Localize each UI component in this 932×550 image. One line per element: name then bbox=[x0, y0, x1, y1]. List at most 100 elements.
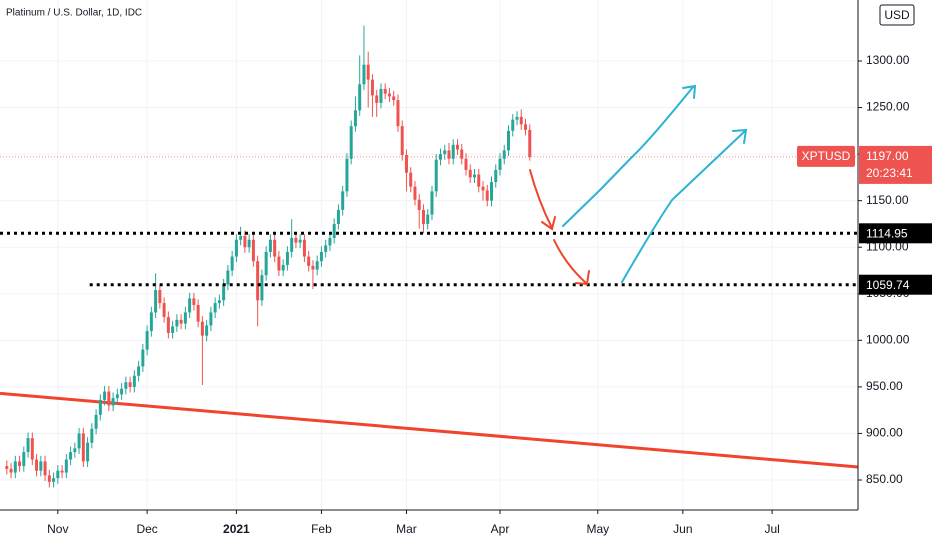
arrow-head bbox=[541, 216, 556, 231]
candle-body bbox=[137, 366, 141, 376]
candle-body bbox=[188, 298, 192, 313]
candle-body bbox=[285, 251, 289, 265]
candle-body bbox=[115, 394, 119, 399]
y-tick-label: 1150.00 bbox=[866, 193, 909, 207]
x-tick-label: 2021 bbox=[223, 522, 250, 536]
candle-body bbox=[302, 239, 306, 257]
candle-body bbox=[370, 79, 374, 96]
candle-body bbox=[319, 251, 323, 262]
candle-body bbox=[18, 461, 22, 467]
x-tick-label: Jun bbox=[673, 522, 692, 536]
candle-body bbox=[120, 388, 124, 395]
symbol-box bbox=[797, 145, 855, 167]
candle-body bbox=[353, 110, 357, 127]
candle-body bbox=[162, 303, 166, 318]
candle-body bbox=[502, 150, 506, 159]
candle-body bbox=[498, 158, 502, 170]
candle-body bbox=[200, 321, 204, 336]
x-tick-label: Feb bbox=[311, 522, 332, 536]
candle-body bbox=[324, 245, 328, 252]
level-label-box bbox=[859, 223, 932, 244]
candle-body bbox=[247, 239, 251, 248]
candle-body bbox=[524, 124, 528, 130]
arrow bbox=[562, 86, 694, 227]
candle-body bbox=[366, 64, 370, 80]
candle-body bbox=[430, 191, 434, 215]
candle-body bbox=[179, 319, 183, 324]
arrow bbox=[621, 130, 746, 283]
candle-body bbox=[13, 461, 17, 473]
candle-body bbox=[98, 399, 102, 415]
candle-body bbox=[515, 116, 519, 120]
candle-body bbox=[417, 199, 421, 210]
candle-body bbox=[226, 270, 230, 285]
candle-body bbox=[158, 290, 162, 304]
candle-body bbox=[332, 223, 336, 238]
candle-body bbox=[47, 475, 51, 482]
candle-body bbox=[171, 326, 175, 333]
candle-body bbox=[43, 461, 47, 476]
candle-body bbox=[481, 186, 485, 191]
candle-body bbox=[132, 375, 136, 387]
candle-body bbox=[383, 88, 387, 94]
candle-body bbox=[56, 470, 60, 479]
candle-body bbox=[213, 303, 217, 313]
candle-body bbox=[519, 116, 523, 125]
candle-body bbox=[260, 275, 264, 301]
arrow-head bbox=[575, 270, 590, 286]
candle-body bbox=[375, 95, 379, 103]
candle-body bbox=[396, 100, 400, 127]
last-price-box bbox=[859, 145, 932, 184]
candle-body bbox=[69, 452, 73, 460]
candle-body bbox=[81, 433, 85, 462]
candle-body bbox=[311, 265, 315, 270]
candle-body bbox=[443, 150, 447, 155]
candle-body bbox=[60, 470, 64, 473]
candle-body bbox=[447, 150, 451, 159]
candle-body bbox=[9, 468, 13, 473]
candle-body bbox=[490, 182, 494, 201]
candle-body bbox=[281, 264, 285, 271]
candle-body bbox=[77, 433, 81, 449]
y-tick-label: 950.00 bbox=[866, 379, 903, 393]
candle-body bbox=[307, 256, 311, 266]
candle-body bbox=[124, 382, 128, 389]
candle-body bbox=[379, 88, 383, 103]
candle-body bbox=[73, 448, 77, 453]
candle-body bbox=[175, 319, 179, 327]
candle-body bbox=[392, 96, 396, 101]
currency[interactable]: USD bbox=[884, 8, 910, 22]
candle-body bbox=[362, 64, 366, 85]
chart-title: Platinum / U.S. Dollar, 1D, IDC bbox=[6, 8, 142, 19]
arrow-head bbox=[732, 128, 748, 144]
level-label-box bbox=[859, 274, 932, 295]
candle-body bbox=[494, 169, 498, 183]
candle-body bbox=[26, 438, 30, 453]
labels: 850.00900.00950.001000.001050.001100.001… bbox=[47, 53, 932, 536]
candle-body bbox=[205, 325, 209, 336]
candle-body bbox=[455, 144, 459, 150]
x-tick-label: Nov bbox=[47, 522, 68, 536]
candle-body bbox=[277, 256, 281, 271]
currency-box[interactable] bbox=[879, 4, 915, 26]
candle-body bbox=[404, 155, 408, 173]
candle-body bbox=[273, 239, 277, 257]
trendline bbox=[0, 391, 859, 469]
candle-body bbox=[230, 256, 234, 271]
candle-body bbox=[511, 119, 515, 131]
candle-body bbox=[103, 391, 107, 400]
candle-body bbox=[438, 154, 442, 160]
candle-body bbox=[400, 126, 404, 156]
candle-body bbox=[234, 239, 238, 257]
x-tick-label: Dec bbox=[136, 522, 157, 536]
candle-body bbox=[222, 284, 226, 301]
candle-body bbox=[464, 158, 468, 170]
candle-body bbox=[35, 459, 39, 471]
drawings bbox=[529, 84, 748, 286]
candle-body bbox=[39, 461, 43, 471]
candle-body bbox=[86, 442, 90, 462]
y-tick-label: 1250.00 bbox=[866, 100, 910, 114]
candle-body bbox=[426, 214, 430, 224]
candle-body bbox=[141, 349, 145, 367]
candle-body bbox=[264, 251, 268, 276]
